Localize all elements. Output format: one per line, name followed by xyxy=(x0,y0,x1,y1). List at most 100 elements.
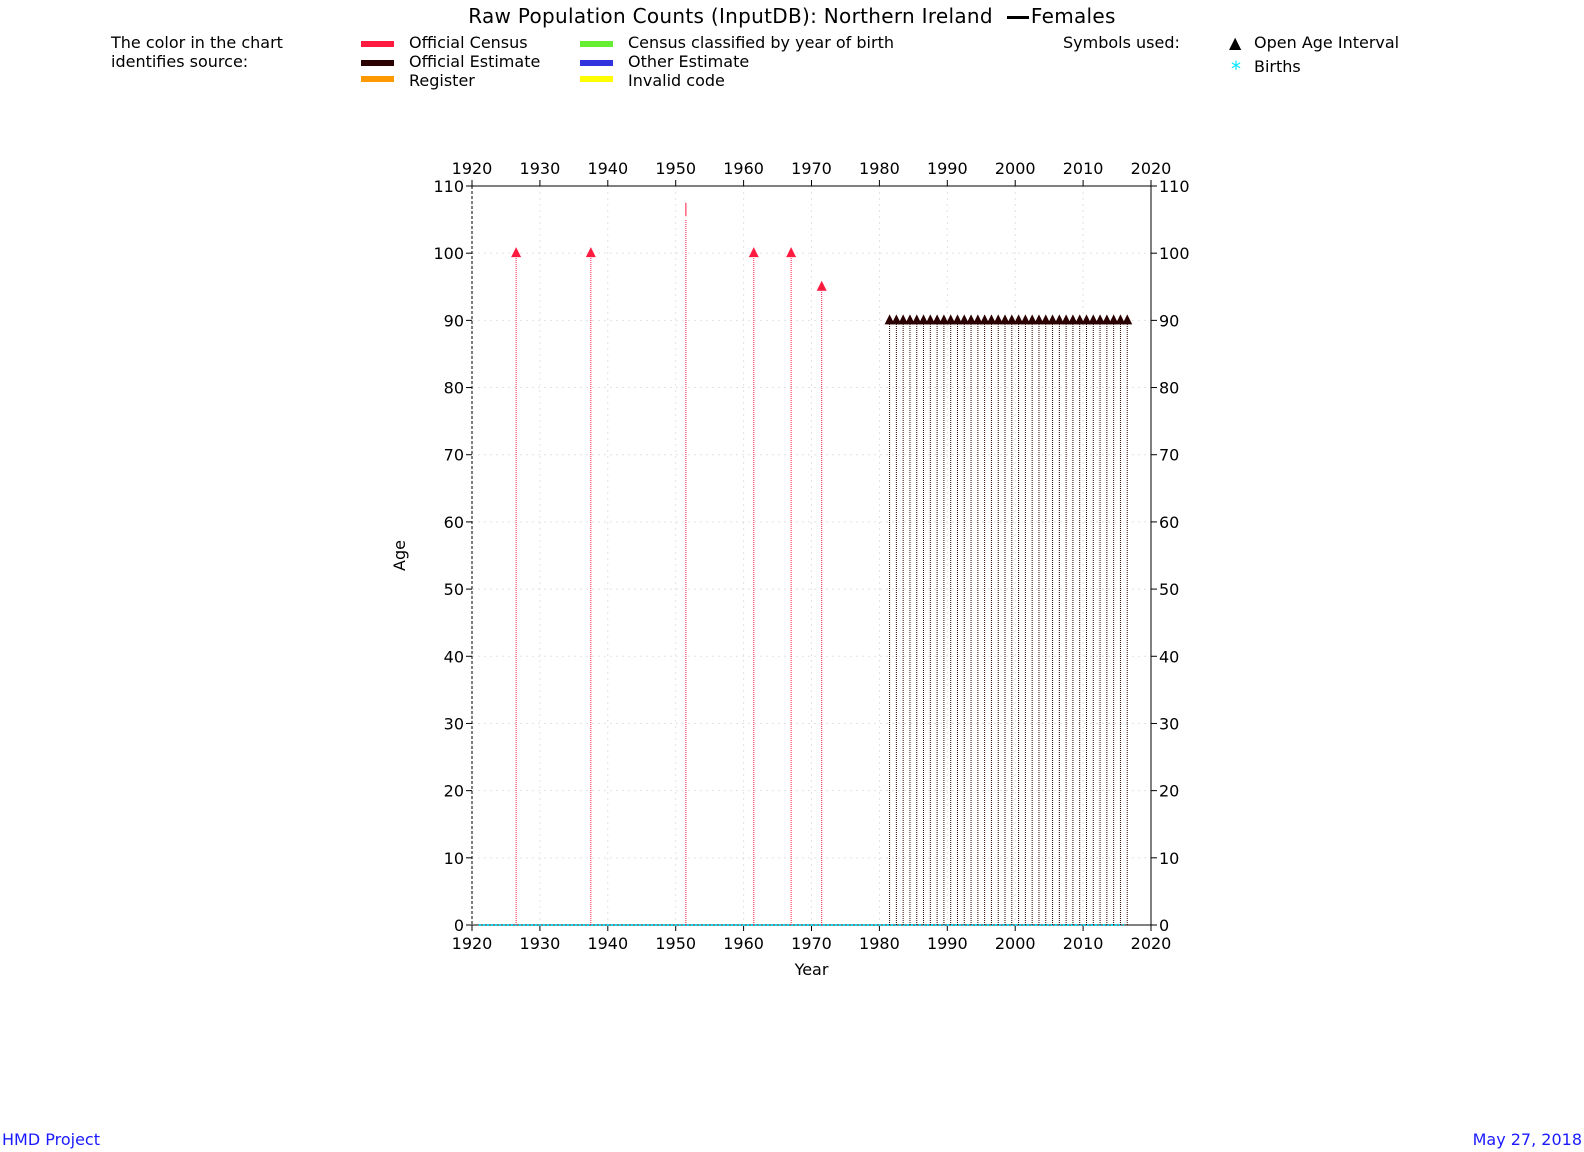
y-tick-label-right: 80 xyxy=(1159,379,1179,398)
open-age-triangle-icon: ▲ xyxy=(1229,33,1242,52)
estimate-open-age-marker xyxy=(1074,314,1085,325)
estimate-open-age-marker xyxy=(1122,314,1133,325)
legend-intro-line2: identifies source: xyxy=(111,52,249,71)
census-open-age-marker xyxy=(585,247,596,258)
estimate-open-age-marker xyxy=(1101,314,1112,325)
legend-label-official-census: Official Census xyxy=(409,33,528,52)
x-tick-label-top: 1920 xyxy=(452,159,493,178)
estimate-open-age-marker xyxy=(1108,314,1119,325)
estimate-open-age-marker xyxy=(1047,314,1058,325)
x-tick-label-bottom: 2000 xyxy=(995,934,1036,953)
y-tick-label-right: 60 xyxy=(1159,513,1179,532)
x-tick-label-top: 2000 xyxy=(995,159,1036,178)
x-tick-label-bottom: 1990 xyxy=(927,934,968,953)
estimate-open-age-marker xyxy=(925,314,936,325)
estimate-open-age-marker xyxy=(972,314,983,325)
y-tick-label-left: 60 xyxy=(444,513,464,532)
y-tick-label-right: 20 xyxy=(1159,782,1179,801)
legend-swatch-official-census xyxy=(361,41,394,47)
estimate-open-age-marker xyxy=(993,314,1004,325)
census-open-age-marker xyxy=(511,247,522,258)
estimate-open-age-marker xyxy=(904,314,915,325)
x-tick-label-bottom: 1920 xyxy=(452,934,493,953)
estimate-open-age-marker xyxy=(1006,314,1017,325)
estimate-open-age-marker xyxy=(1115,314,1126,325)
y-tick-label-left: 70 xyxy=(444,446,464,465)
y-tick-label-left: 0 xyxy=(454,916,464,935)
x-tick-label-bottom: 1970 xyxy=(791,934,832,953)
x-tick-label-bottom: 2010 xyxy=(1063,934,1104,953)
x-tick-label-top: 1990 xyxy=(927,159,968,178)
footer-project: HMD Project xyxy=(2,1130,100,1149)
x-tick-label-top: 1950 xyxy=(655,159,696,178)
x-axis-label: Year xyxy=(794,960,829,979)
x-tick-label-top: 2010 xyxy=(1063,159,1104,178)
legend-swatch-official-estimate xyxy=(361,60,394,66)
x-tick-label-top: 1940 xyxy=(587,159,628,178)
y-tick-label-left: 110 xyxy=(433,177,464,196)
estimate-open-age-marker xyxy=(932,314,943,325)
y-tick-label-right: 50 xyxy=(1159,580,1179,599)
estimate-open-age-marker xyxy=(938,314,949,325)
x-tick-label-bottom: 1950 xyxy=(655,934,696,953)
y-tick-label-right: 90 xyxy=(1159,311,1179,330)
estimate-open-age-marker xyxy=(959,314,970,325)
x-tick-label-top: 1970 xyxy=(791,159,832,178)
y-tick-label-right: 110 xyxy=(1159,177,1190,196)
symbol-label-births: Births xyxy=(1254,57,1301,76)
y-tick-label-left: 100 xyxy=(433,244,464,263)
estimate-open-age-marker xyxy=(884,314,895,325)
y-tick-label-right: 70 xyxy=(1159,446,1179,465)
chart-title: Raw Population Counts (InputDB): Norther… xyxy=(0,4,1584,28)
symbol-label-open-age: Open Age Interval xyxy=(1254,33,1400,52)
y-tick-label-right: 40 xyxy=(1159,647,1179,666)
estimate-open-age-marker xyxy=(898,314,909,325)
estimate-open-age-marker xyxy=(1081,314,1092,325)
legend-swatch-census-by-birth xyxy=(580,41,613,47)
estimate-open-age-marker xyxy=(1088,314,1099,325)
census-open-age-marker xyxy=(816,280,827,291)
x-tick-label-bottom: 1940 xyxy=(587,934,628,953)
y-tick-label-left: 50 xyxy=(444,580,464,599)
y-tick-label-left: 20 xyxy=(444,782,464,801)
y-tick-label-right: 10 xyxy=(1159,849,1179,868)
y-tick-label-left: 10 xyxy=(444,849,464,868)
x-tick-label-top: 1960 xyxy=(723,159,764,178)
births-asterisk-icon: * xyxy=(1231,57,1241,81)
legend-intro: The color in the chart identifies source… xyxy=(111,33,283,71)
legend-label-official-estimate: Official Estimate xyxy=(409,52,541,71)
x-tick-label-bottom: 1930 xyxy=(520,934,561,953)
y-axis-label: Age xyxy=(390,540,409,571)
estimate-open-age-marker xyxy=(1027,314,1038,325)
estimate-open-age-marker xyxy=(1020,314,1031,325)
series-line-icon xyxy=(1006,16,1029,19)
y-tick-label-left: 40 xyxy=(444,647,464,666)
legend-intro-line1: The color in the chart xyxy=(111,33,283,52)
estimate-open-age-marker xyxy=(1033,314,1044,325)
chart-title-text: Raw Population Counts (InputDB): Norther… xyxy=(468,4,993,28)
x-tick-label-top: 2020 xyxy=(1131,159,1172,178)
census-open-age-marker xyxy=(786,247,797,258)
estimate-open-age-marker xyxy=(1013,314,1024,325)
x-tick-label-bottom: 1960 xyxy=(723,934,764,953)
estimate-open-age-marker xyxy=(952,314,963,325)
estimate-open-age-marker xyxy=(1054,314,1065,325)
estimate-open-age-marker xyxy=(966,314,977,325)
legend-swatch-other-estimate xyxy=(580,60,613,66)
symbols-title: Symbols used: xyxy=(1063,33,1180,52)
estimate-open-age-marker xyxy=(1067,314,1078,325)
census-open-age-marker xyxy=(748,247,759,258)
y-tick-label-right: 100 xyxy=(1159,244,1190,263)
legend-label-invalid-code: Invalid code xyxy=(628,71,725,90)
y-tick-label-left: 90 xyxy=(444,311,464,330)
legend-label-census-by-birth: Census classified by year of birth xyxy=(628,33,894,52)
x-tick-label-top: 1930 xyxy=(520,159,561,178)
estimate-open-age-marker xyxy=(1000,314,1011,325)
legend-swatch-register xyxy=(361,76,394,82)
x-tick-label-top: 1980 xyxy=(859,159,900,178)
y-tick-label-left: 30 xyxy=(444,714,464,733)
estimate-open-age-marker xyxy=(1040,314,1051,325)
estimate-open-age-marker xyxy=(1061,314,1072,325)
legend-label-register: Register xyxy=(409,71,475,90)
